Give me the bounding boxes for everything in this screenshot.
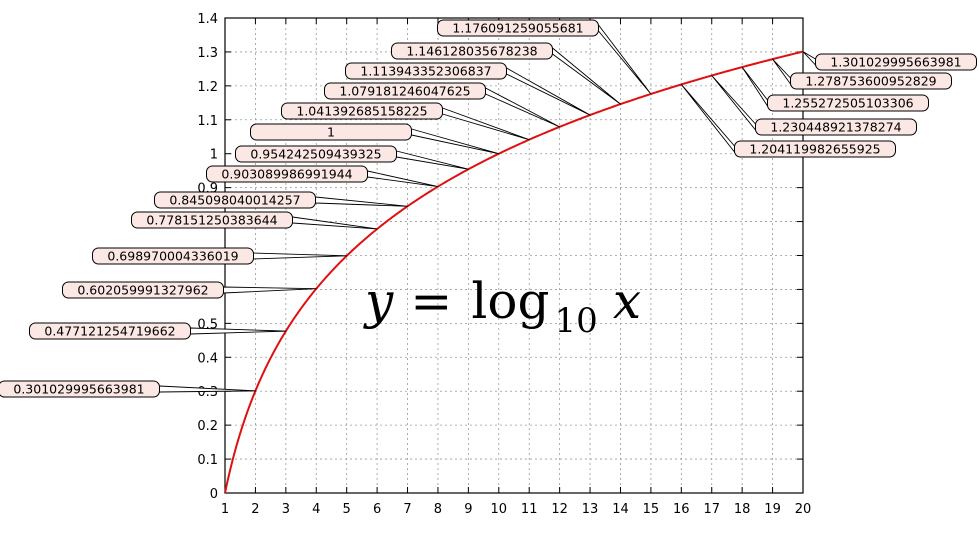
callout-label: 0.477121254719662 bbox=[44, 324, 175, 339]
callout-box bbox=[29, 322, 191, 340]
callout-box bbox=[92, 247, 254, 265]
y-tick-label: 1 bbox=[210, 148, 218, 163]
x-tick-label: 14 bbox=[612, 502, 629, 517]
callout-label: 1.079181246047625 bbox=[339, 84, 470, 99]
callout-label: 1 bbox=[327, 125, 335, 140]
callouts: 0.301029995663981 0.477121254719662 0.6020… bbox=[0, 19, 977, 398]
callout-pointer bbox=[223, 286, 317, 294]
callout-label: 1.278753600952829 bbox=[805, 74, 936, 89]
callout-box bbox=[250, 123, 412, 141]
callout-label: 1.230448921378274 bbox=[770, 120, 901, 135]
callout-pointer bbox=[598, 24, 652, 95]
callout-box bbox=[734, 140, 896, 158]
callout-label: 1.146128035678238 bbox=[406, 44, 537, 59]
x-tick-label: 17 bbox=[703, 502, 720, 517]
formula-base: 10 bbox=[555, 301, 598, 341]
callout-box bbox=[154, 191, 316, 209]
callout-label: 1.176091259055681 bbox=[452, 21, 583, 36]
callout-label: 1.204119982655925 bbox=[749, 142, 880, 157]
formula-x: x bbox=[613, 272, 641, 330]
callout-label: 1.041392685158225 bbox=[296, 104, 427, 119]
x-tick-label: 3 bbox=[282, 502, 290, 517]
tick-labels: 1 2 3 4 5 6 7 8 9 10 11 12 13 14 15 16 17 18 19 2000.10.20.… bbox=[197, 12, 811, 517]
y-tick-label: 1.2 bbox=[197, 80, 218, 95]
callout-label: 1.113943352306837 bbox=[360, 64, 491, 79]
callout-label: 0.903089986991944 bbox=[221, 167, 352, 182]
formula-func: log bbox=[471, 272, 549, 330]
callout-label: 0.698970004336019 bbox=[107, 249, 238, 264]
callout-label: 0.778151250383644 bbox=[146, 213, 277, 228]
callout-pointer bbox=[552, 47, 621, 105]
x-tick-label: 10 bbox=[491, 502, 508, 517]
callout-box bbox=[391, 42, 553, 60]
x-tick-label: 19 bbox=[764, 502, 781, 517]
callout-pointer bbox=[315, 196, 408, 207]
callout-pointer bbox=[190, 327, 287, 335]
formula-eq: = bbox=[410, 272, 452, 330]
callout-box bbox=[815, 53, 977, 71]
x-tick-label: 11 bbox=[521, 502, 538, 517]
callout-box bbox=[281, 102, 443, 120]
x-tick-label: 13 bbox=[582, 502, 599, 517]
y-tick-label: 1.3 bbox=[197, 46, 218, 61]
callout-box bbox=[790, 72, 952, 90]
callout-label: 0.602059991327962 bbox=[77, 283, 208, 298]
callout-pointer bbox=[367, 170, 439, 188]
callout-box bbox=[767, 94, 929, 112]
x-tick-label: 7 bbox=[403, 502, 411, 517]
callout-box bbox=[324, 82, 486, 100]
x-tick-label: 18 bbox=[734, 502, 751, 517]
callout-label: 0.301029995663981 bbox=[13, 382, 144, 397]
x-tick-label: 1 bbox=[221, 502, 229, 517]
callout-box bbox=[206, 165, 368, 183]
callout-pointer bbox=[292, 216, 378, 230]
callout-pointer bbox=[802, 51, 816, 66]
y-tick-label: 1.1 bbox=[197, 114, 218, 129]
x-tick-label: 5 bbox=[343, 502, 351, 517]
callout-label: 0.954242509439325 bbox=[250, 147, 381, 162]
callout-pointer bbox=[711, 75, 756, 131]
y-tick-label: 0.3 bbox=[197, 385, 218, 400]
callout-label: 1.255272505103306 bbox=[782, 96, 913, 111]
x-tick-label: 15 bbox=[643, 502, 660, 517]
callout-pointer bbox=[253, 252, 348, 260]
x-tick-label: 20 bbox=[795, 502, 812, 517]
y-tick-label: 1.4 bbox=[197, 12, 218, 27]
x-tick-label: 2 bbox=[251, 502, 259, 517]
callout-box bbox=[755, 118, 917, 136]
callout-box bbox=[62, 281, 224, 299]
x-tick-label: 12 bbox=[551, 502, 568, 517]
log10-curve bbox=[224, 50, 804, 494]
callout-box bbox=[131, 211, 293, 229]
x-tick-label: 8 bbox=[434, 502, 442, 517]
callout-box bbox=[345, 62, 507, 80]
callout-label: 1.301029995663981 bbox=[830, 55, 961, 70]
curve-layer bbox=[224, 50, 804, 494]
x-tick-label: 4 bbox=[312, 502, 320, 517]
y-tick-label: 0.1 bbox=[197, 453, 218, 468]
x-tick-label: 6 bbox=[373, 502, 381, 517]
callout-box bbox=[437, 19, 599, 37]
formula-annotation: y = log 10 x bbox=[363, 272, 641, 341]
x-tick-label: 16 bbox=[673, 502, 690, 517]
formula-y: y bbox=[363, 272, 394, 330]
x-tick-label: 9 bbox=[464, 502, 472, 517]
callout-pointer bbox=[772, 58, 791, 85]
callout-box bbox=[235, 145, 397, 163]
callout-pointer bbox=[741, 66, 768, 107]
y-tick-label: 0.4 bbox=[197, 351, 218, 366]
y-tick-label: 0 bbox=[210, 487, 218, 502]
y-tick-label: 0.2 bbox=[197, 419, 218, 434]
callout-pointer bbox=[411, 128, 500, 155]
callout-box bbox=[0, 380, 160, 398]
callout-pointer bbox=[396, 150, 469, 170]
callout-pointer bbox=[442, 107, 530, 141]
callout-label: 0.845098040014257 bbox=[169, 193, 300, 208]
